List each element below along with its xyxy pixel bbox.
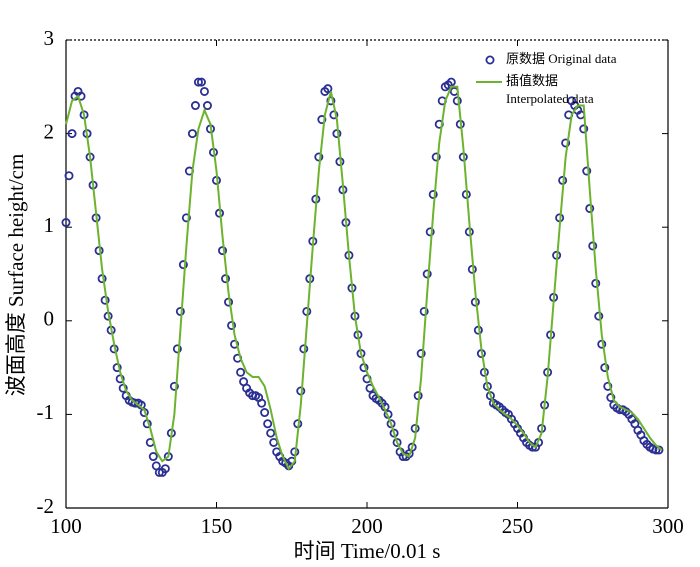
legend-label: 原数据 Original data (506, 51, 617, 66)
x-tick-label: 150 (201, 514, 233, 538)
y-tick-label: 3 (44, 26, 55, 50)
data-point (178, 260, 188, 270)
legend-label: 插值数据 Interpolated data (506, 73, 594, 106)
data-point (230, 339, 240, 349)
x-tick-label: 100 (50, 514, 82, 538)
data-point (603, 381, 613, 391)
x-tick-label: 250 (502, 514, 534, 538)
data-point (446, 77, 456, 87)
data-point (187, 129, 197, 139)
data-point (419, 306, 429, 316)
data-point (236, 367, 246, 377)
data-point (190, 101, 200, 111)
data-point (196, 77, 206, 87)
data-point (392, 437, 402, 447)
y-tick-label: -1 (37, 400, 55, 424)
data-point (588, 241, 598, 251)
data-point (452, 96, 462, 106)
data-point (260, 408, 270, 418)
data-point (422, 269, 432, 279)
data-point (606, 393, 616, 403)
data-point (386, 419, 396, 429)
data-point (227, 320, 237, 330)
data-point (266, 428, 276, 438)
data-point (416, 349, 426, 359)
y-tick-label: 2 (44, 119, 55, 143)
data-point (257, 398, 267, 408)
data-point (600, 363, 610, 373)
data-point (199, 86, 209, 96)
data-point (431, 152, 441, 162)
data-point (193, 77, 203, 87)
data-point (169, 381, 179, 391)
y-tick-label: -2 (37, 494, 55, 518)
y-tick-label: 0 (44, 307, 55, 331)
data-point (148, 452, 158, 462)
data-point (269, 437, 279, 447)
data-point (326, 96, 336, 106)
data-point (582, 166, 592, 176)
data-point (407, 442, 417, 452)
y-tick-label: 1 (44, 213, 55, 237)
data-point (221, 274, 231, 284)
interpolated-line (65, 85, 663, 471)
data-point (61, 218, 71, 228)
data-point (112, 363, 122, 373)
data-point (160, 464, 170, 474)
data-point (202, 101, 212, 111)
data-point (181, 213, 191, 223)
data-point (314, 152, 324, 162)
data-point (317, 115, 327, 125)
data-point (561, 138, 571, 148)
y-axis-label: 波面高度 Surface height/cm (4, 154, 28, 397)
data-point (428, 189, 438, 199)
data-point (64, 171, 74, 181)
data-point (263, 419, 273, 429)
data-point (323, 84, 333, 94)
data-point (218, 246, 228, 256)
data-point (67, 129, 77, 139)
data-point (175, 306, 185, 316)
data-point (579, 124, 589, 134)
data-point (585, 203, 595, 213)
x-tick-label: 200 (351, 514, 383, 538)
data-point (389, 428, 399, 438)
data-point (425, 227, 435, 237)
data-point (329, 110, 339, 120)
data-point (299, 344, 309, 354)
legend-marker (485, 55, 495, 65)
x-axis-label: 时间 Time/0.01 s (294, 539, 441, 563)
data-point (172, 344, 182, 354)
x-tick-label: 300 (652, 514, 684, 538)
